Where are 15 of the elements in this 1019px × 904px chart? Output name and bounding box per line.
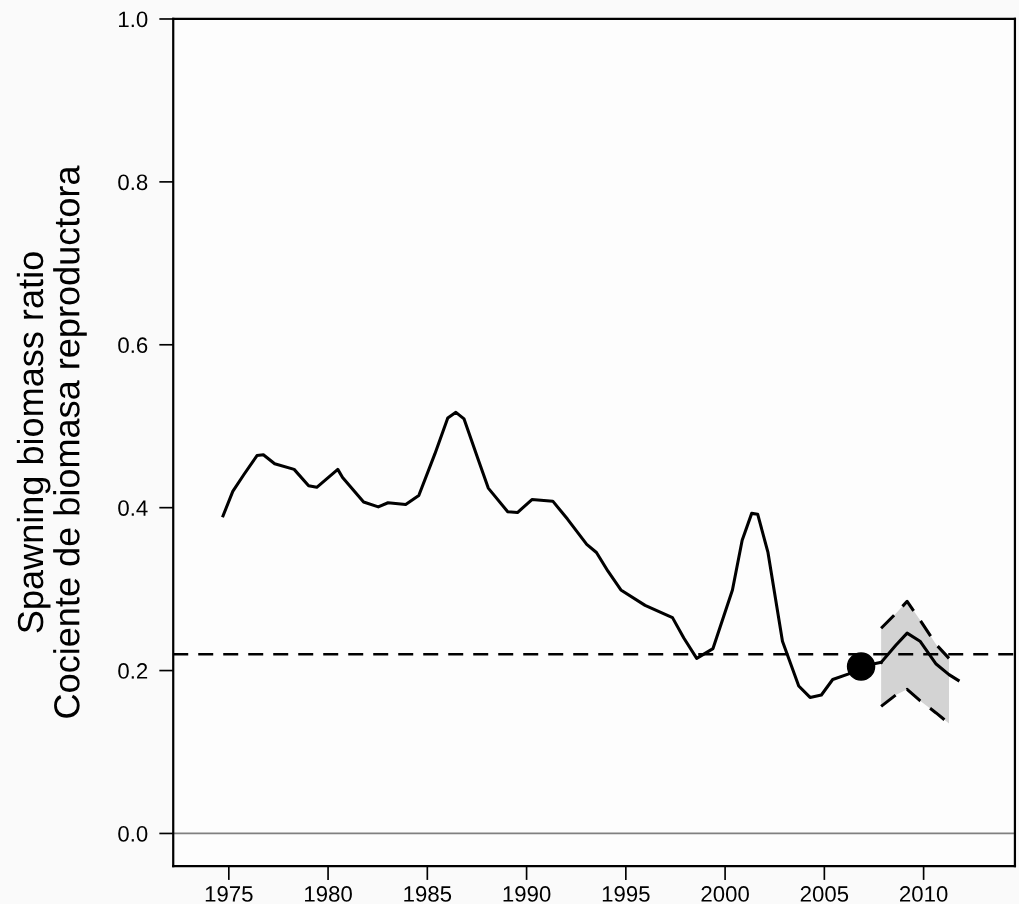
x-tick-label: 2000 xyxy=(701,886,749,902)
x-tick-label: 1975 xyxy=(205,886,253,902)
y-axis-title: Spawning biomass ratio Cociente de biomasa reproductora xyxy=(16,165,87,718)
y-tick-label: 0.2 xyxy=(118,663,148,679)
x-tick-label: 1985 xyxy=(404,886,452,902)
x-tick-label: 1980 xyxy=(305,886,352,902)
y-tick-label: 0.4 xyxy=(118,500,148,516)
x-tick-label: 2005 xyxy=(800,886,849,902)
x-tick-label: 2010 xyxy=(900,886,948,902)
x-tick-label: 1990 xyxy=(503,886,551,902)
y-tick-label: 0.8 xyxy=(118,174,148,191)
y-tick-label: 1.0 xyxy=(119,11,148,28)
y-tick-label: 0.0 xyxy=(118,825,148,842)
x-tick-label: 1995 xyxy=(602,886,650,902)
y-tick-label: 0.6 xyxy=(118,337,148,354)
